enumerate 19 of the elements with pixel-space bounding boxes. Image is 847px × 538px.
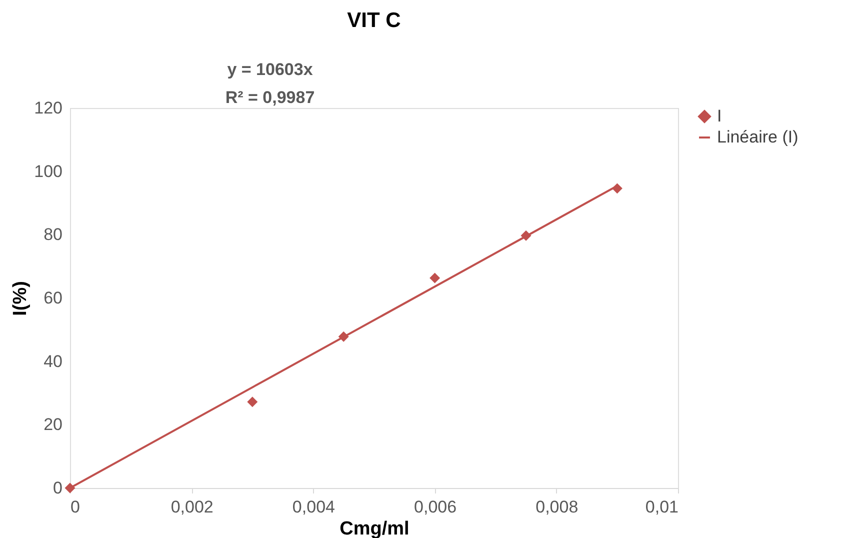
x-tick-label: 0,002 [170, 498, 214, 516]
x-tick-label: 0,004 [292, 498, 335, 516]
y-tick-label: 0 [53, 478, 62, 498]
x-tick-label: 0,01 [645, 498, 678, 516]
y-tick-label: 40 [44, 352, 62, 371]
text: y = 10603x [227, 60, 314, 79]
legend-label: I [717, 106, 722, 126]
y-axis-title: I(%) [10, 281, 32, 316]
y-tick-label: 100 [34, 162, 62, 181]
y-tick-label: 120 [34, 98, 62, 118]
y-tick-label: 80 [44, 225, 62, 244]
x-tick-label: 0 [70, 498, 80, 516]
text: R² = 0,9987 [225, 88, 315, 107]
legend-label: Linéaire (I) [717, 128, 798, 146]
chart-title: VIT C [347, 9, 401, 32]
y-tick-label: 60 [44, 288, 62, 308]
x-tick-label: 0,008 [536, 498, 578, 516]
x-tick-label: 0,006 [414, 498, 457, 516]
y-tick-label: 20 [44, 415, 62, 434]
